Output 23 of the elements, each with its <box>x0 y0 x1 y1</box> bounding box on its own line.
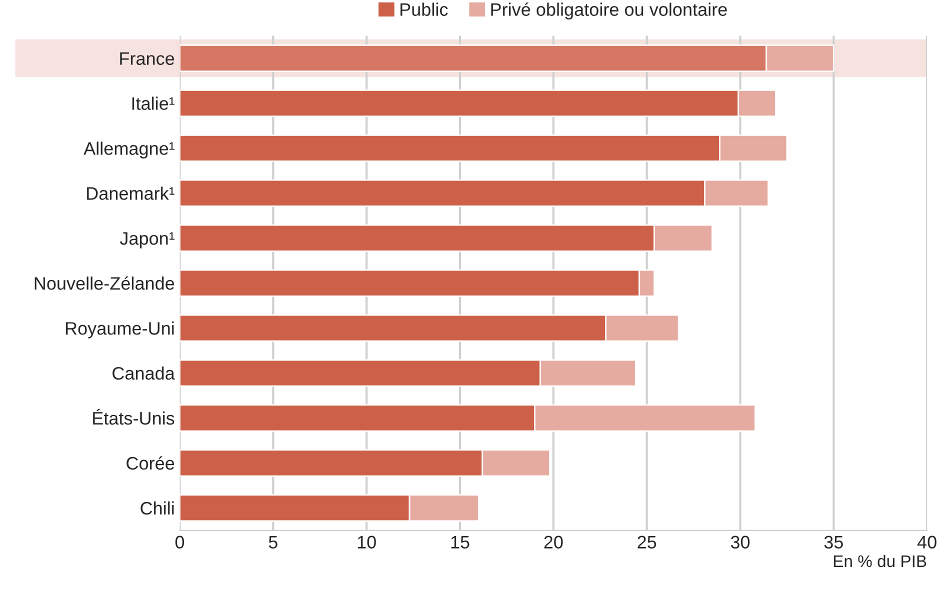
x-tick-label: 15 <box>451 536 470 549</box>
y-tick-label: Danemark¹ <box>87 186 174 200</box>
y-tick-label: Royaume-Uni <box>66 322 174 338</box>
y-tick-label: France <box>120 52 174 65</box>
x-tick-label: 25 <box>638 536 656 549</box>
x-tick-label: 35 <box>824 536 843 549</box>
y-tick-label: Corée <box>126 456 174 470</box>
x-tick-label: 40 <box>917 536 936 549</box>
legend-label: Privé obligatoire ou volontaire <box>491 2 727 20</box>
y-tick-label: Chili <box>140 501 174 515</box>
x-axis-title: En % du PIB <box>834 554 926 568</box>
y-tick-label: États-Unis <box>93 408 174 425</box>
y-tick-label: Allemagne¹ <box>84 142 174 158</box>
y-tick-label: Nouvelle-Zélande <box>34 276 174 290</box>
x-tick-label: 20 <box>544 536 563 549</box>
y-tick-label: Italie¹ <box>132 96 174 110</box>
x-tick-label: 5 <box>268 536 278 549</box>
x-tick-label: 30 <box>730 536 750 549</box>
legend-label: Public <box>400 2 448 16</box>
x-tick-label: 0 <box>175 536 184 549</box>
x-tick-label: 10 <box>358 536 376 549</box>
y-tick-label: Canada <box>112 366 175 380</box>
y-tick-label: Japon¹ <box>120 232 174 248</box>
